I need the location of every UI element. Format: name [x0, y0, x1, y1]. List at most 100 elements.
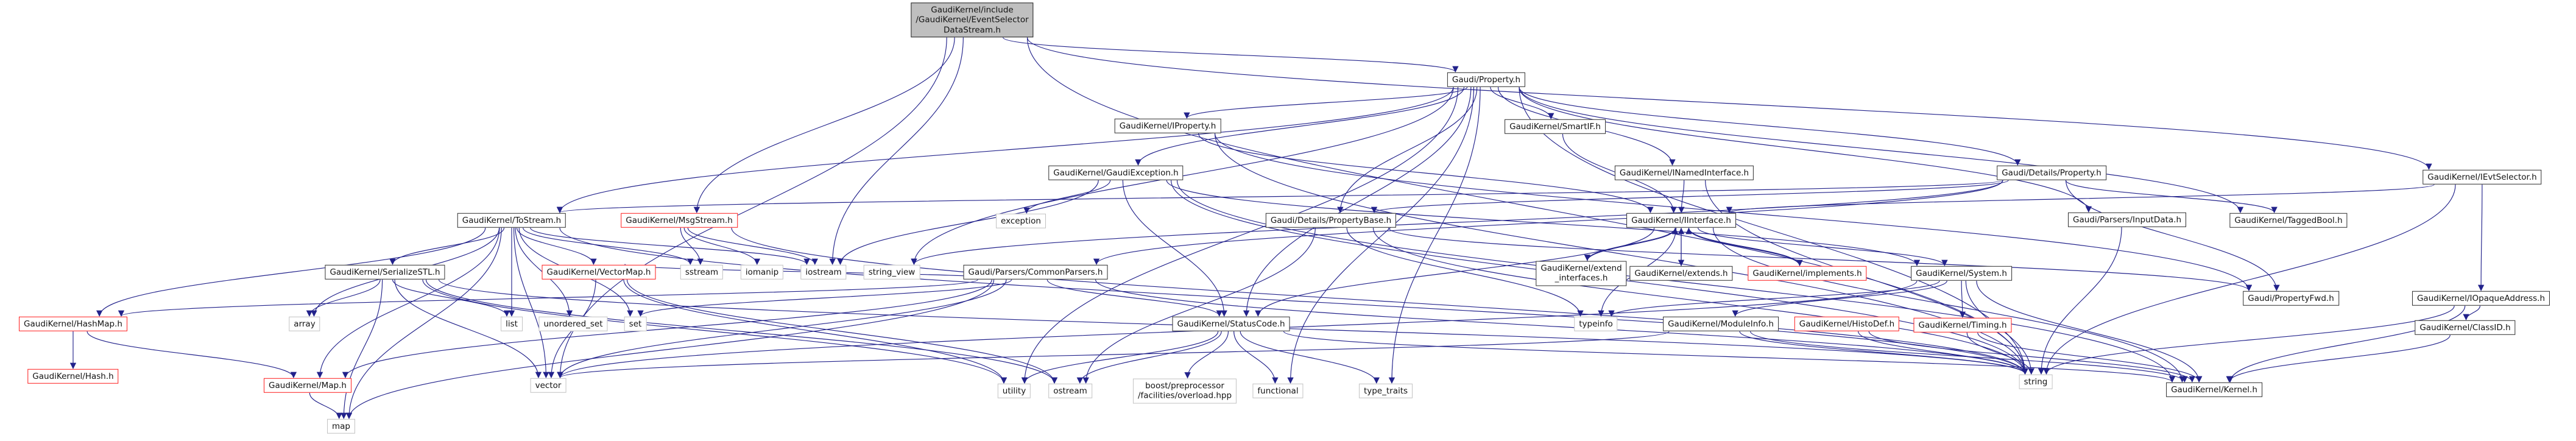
edge-serializestl-to-list	[392, 279, 510, 317]
graph-node-iostream: iostream	[800, 264, 847, 280]
edge-inamedinterface-to-iinterface	[1678, 180, 1685, 214]
edge-msgstream-to-sstream	[680, 227, 704, 266]
edge-mapgaudi-to-map	[309, 392, 342, 420]
graph-node-utility: utility	[997, 383, 1031, 399]
edge-property-to-stringview	[911, 86, 1454, 266]
graph-node-detailsproperty[interactable]: Gaudi/Details/Property.h	[1997, 165, 2106, 181]
edge-moduleinfo-to-vector	[557, 331, 1670, 379]
graph-node-exception: exception	[996, 213, 1046, 229]
graph-node-iinterface[interactable]: GaudiKernel/IInterface.h	[1626, 213, 1736, 228]
graph-node-inamedinterface[interactable]: GaudiKernel/INamedInterface.h	[1614, 165, 1754, 181]
graph-node-serializestl[interactable]: GaudiKernel/SerializeSTL.h	[325, 264, 445, 280]
edge-tostream-to-vectormap	[517, 227, 597, 266]
edge-statuscode-to-ostream	[1076, 331, 1222, 384]
edge-detailsproperty-to-commonparsers	[1093, 180, 2003, 266]
edge-statuscode-to-functional	[1233, 331, 1279, 384]
edge-msgstream-to-iostream	[687, 227, 818, 266]
edge-gaudiexception-to-iostream	[837, 180, 1099, 266]
edge-propertybase-to-ostream	[1082, 227, 1316, 384]
graph-node-kernel[interactable]: GaudiKernel/Kernel.h	[2166, 382, 2262, 398]
edge-commonparsers-to-statuscode	[1046, 279, 1223, 317]
edge-iopaqueaddress-to-classid	[2463, 305, 2481, 321]
graph-node-extends[interactable]: GaudiKernel/extends.h	[1629, 266, 1733, 281]
edge-serializestl-to-map	[341, 279, 383, 420]
graph-node-msgstream[interactable]: GaudiKernel/MsgStream.h	[621, 213, 738, 228]
edge-detailsproperty-to-propertybase	[1371, 180, 2009, 214]
graph-node-ostream: ostream	[1048, 383, 1092, 399]
graph-node-property[interactable]: Gaudi/Property.h	[1447, 72, 1526, 88]
edge-tostream-to-iostream	[530, 227, 810, 266]
edge-classid-to-kernel	[2226, 334, 2451, 383]
graph-node-propertyfwd[interactable]: Gaudi/PropertyFwd.h	[2243, 291, 2339, 306]
edge-iopaqueaddress-to-string	[2043, 305, 2455, 375]
edge-gaudiexception-to-kernel	[1176, 180, 2176, 383]
edge-tostream-to-map	[345, 227, 502, 420]
edge-commonparsers-to-map	[345, 279, 995, 420]
edge-gaudiexception-to-statuscode	[1122, 180, 1227, 317]
edge-tostream-to-string	[559, 227, 2028, 375]
edge-property-to-functional	[1287, 86, 1475, 384]
graph-node-taggedbool[interactable]: GaudiKernel/TaggedBool.h	[2229, 213, 2348, 228]
graph-node-system[interactable]: GaudiKernel/System.h	[1911, 266, 2012, 281]
edge-vectormap-to-utility	[623, 279, 1007, 384]
graph-node-inputdata[interactable]: Gaudi/Parsers/InputData.h	[2067, 212, 2187, 228]
edge-property-to-inputdata	[1519, 86, 2092, 213]
edge-extendinterfaces-to-iinterface	[1587, 227, 1679, 261]
graph-node-propertybase[interactable]: Gaudi/Details/PropertyBase.h	[1265, 213, 1397, 228]
graph-node-statuscode[interactable]: GaudiKernel/StatusCode.h	[1172, 316, 1290, 332]
graph-node-extendinterfaces[interactable]: GaudiKernel/extend _interfaces.h	[1536, 261, 1627, 286]
edge-system-to-moduleinfo	[1732, 280, 1947, 317]
edge-moduleinfo-to-string	[1739, 331, 2028, 375]
graph-node-list: list	[501, 316, 523, 332]
edge-iinterface-to-extendinterfaces	[1584, 227, 1676, 261]
graph-node-unorderedset: unordered_set	[538, 316, 608, 332]
edge-gaudiexception-to-exception	[1023, 180, 1111, 214]
edge-detailsproperty-to-taggedbool	[2065, 180, 2278, 214]
graph-node-timing[interactable]: GaudiKernel/Timing.h	[1913, 317, 2012, 333]
graph-node-tostream[interactable]: GaudiKernel/ToStream.h	[457, 213, 566, 228]
edge-property-to-utility	[1021, 86, 1459, 384]
edge-root-to-msgstream	[693, 37, 955, 214]
edge-msgstream-to-string	[731, 227, 2028, 375]
graph-node-string: string	[2019, 374, 2053, 390]
edge-root-to-property	[1003, 37, 1459, 73]
graph-node-functional: functional	[1252, 383, 1304, 399]
graph-node-ievtselector[interactable]: GaudiKernel/IEvtSelector.h	[2422, 169, 2542, 185]
graph-node-iomanip: iomanip	[740, 264, 784, 280]
graph-node-sstream: sstream	[680, 264, 724, 280]
graph-node-mapgaudi[interactable]: GaudiKernel/Map.h	[264, 378, 351, 393]
edge-tostream-to-vector	[513, 227, 549, 379]
edge-commonparsers-to-mapgaudi	[342, 279, 992, 379]
edge-system-to-typeinfo	[1608, 280, 1940, 317]
graph-node-hashmap[interactable]: GaudiKernel/HashMap.h	[19, 316, 127, 332]
edge-msgstream-to-iomanip	[683, 227, 760, 266]
edge-property-to-tostream	[556, 86, 1454, 214]
graph-node-classid[interactable]: GaudiKernel/ClassID.h	[2415, 320, 2516, 336]
edge-timing-to-string	[1966, 332, 2034, 375]
edge-implements-to-iinterface	[1685, 227, 1801, 267]
edge-timing-to-kernel	[1977, 332, 2203, 383]
graph-node-vectormap[interactable]: GaudiKernel/VectorMap.h	[542, 264, 656, 280]
edge-propertybase-to-propertyfwd	[1388, 227, 2252, 292]
edge-property-to-smartif	[1490, 86, 1554, 120]
edge-property-to-taggedbool	[1519, 86, 2244, 214]
edge-statuscode-to-boost	[1184, 331, 1229, 379]
graph-node-hash[interactable]: GaudiKernel/Hash.h	[27, 369, 119, 384]
edge-property-to-typetraits	[1388, 86, 1481, 384]
graph-node-smartif[interactable]: GaudiKernel/SmartIF.h	[1505, 119, 1606, 135]
graph-node-commonparsers[interactable]: Gaudi/Parsers/CommonParsers.h	[963, 264, 1108, 280]
graph-node-vector: vector	[530, 378, 566, 393]
graph-node-gaudiexception[interactable]: GaudiKernel/GaudiException.h	[1048, 165, 1184, 181]
graph-node-iopaqueaddress[interactable]: GaudiKernel/IOpaqueAddress.h	[2412, 291, 2550, 306]
edge-iproperty-to-iinterface	[1198, 133, 1654, 214]
graph-node-implements[interactable]: GaudiKernel/implements.h	[1748, 266, 1867, 281]
graph-node-histodef[interactable]: GaudiKernel/HistoDef.h	[1794, 316, 1900, 332]
edge-ievtselector-to-iopaqueaddress	[2477, 184, 2485, 292]
graph-node-moduleinfo[interactable]: GaudiKernel/ModuleInfo.h	[1663, 316, 1779, 332]
edge-propertybase-to-string	[1372, 227, 2028, 375]
graph-node-iproperty[interactable]: GaudiKernel/IProperty.h	[1114, 118, 1221, 134]
edge-property-to-statuscode	[1243, 86, 1472, 317]
edge-property-to-iproperty	[1184, 86, 1468, 119]
edge-system-to-timing	[1959, 280, 1966, 319]
